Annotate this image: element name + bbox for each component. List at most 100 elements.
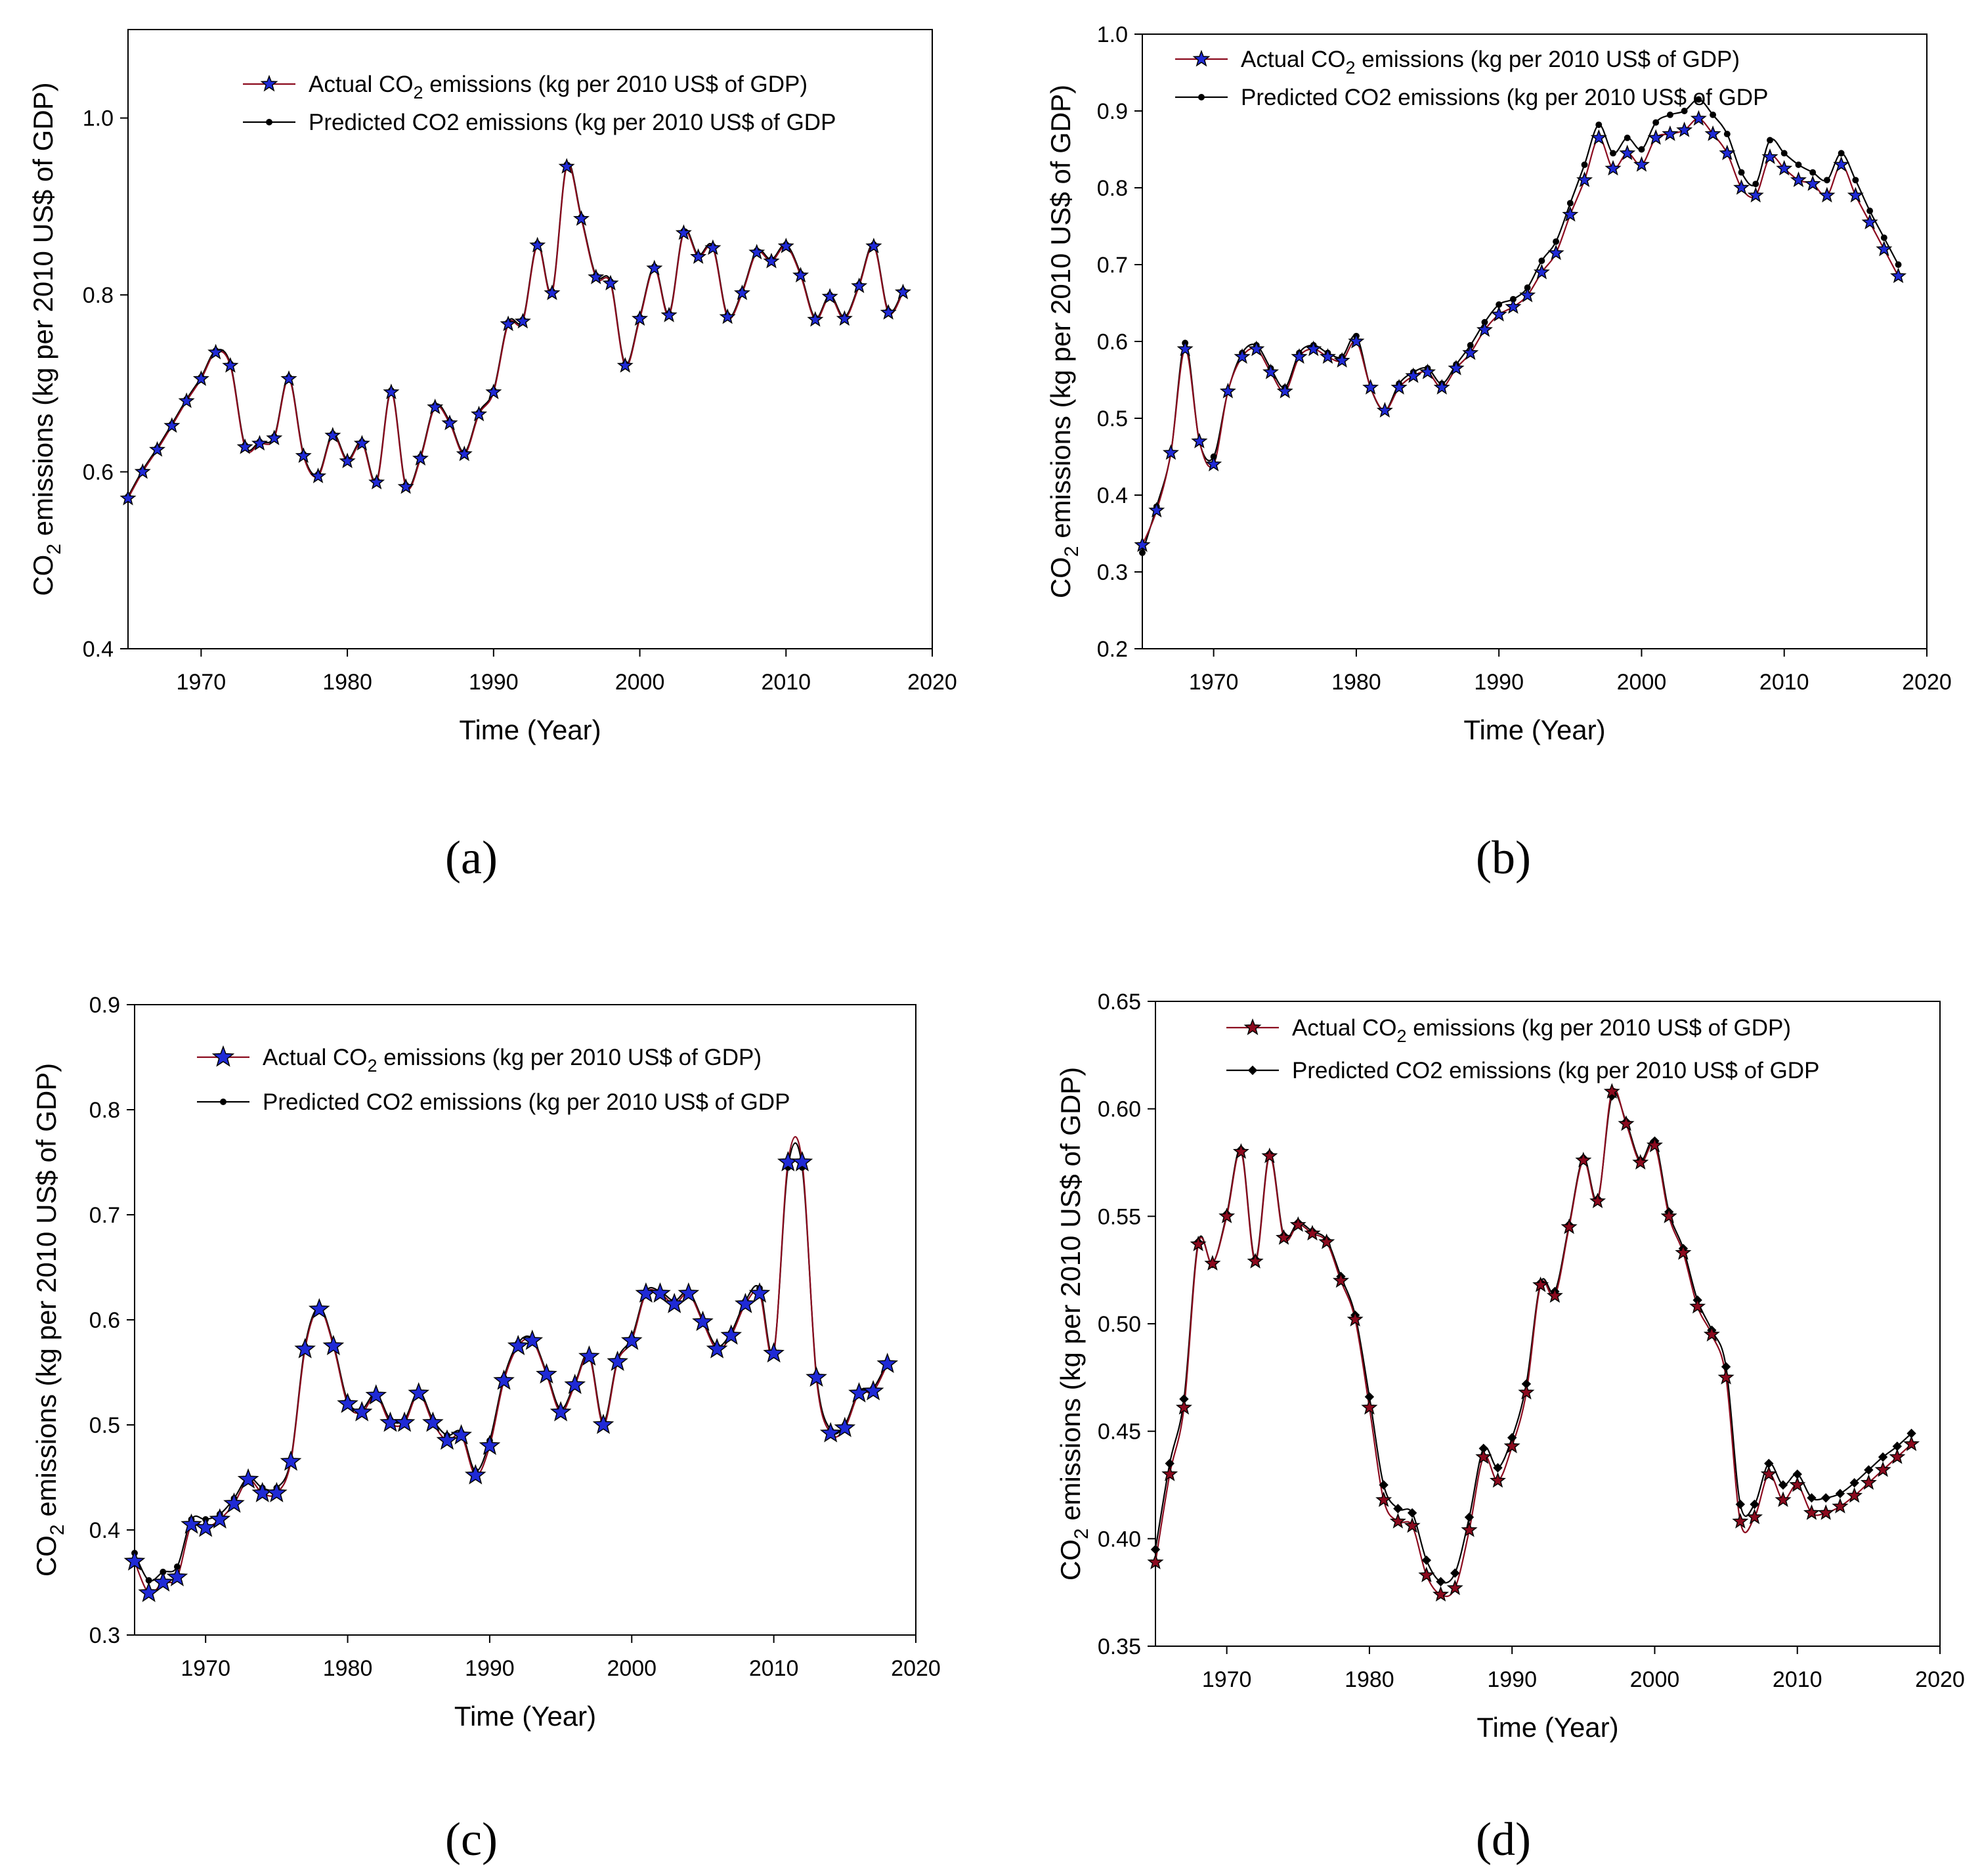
actual-point bbox=[1348, 332, 1365, 349]
actual-point bbox=[1262, 363, 1280, 380]
actual-point bbox=[1761, 148, 1778, 164]
actual-point bbox=[1760, 1465, 1777, 1481]
x-tick-label: 1980 bbox=[1331, 670, 1381, 695]
predicted-point bbox=[1807, 1493, 1817, 1503]
actual-point bbox=[1518, 1384, 1535, 1400]
actual-point bbox=[819, 1422, 842, 1443]
predicted-point bbox=[1179, 1394, 1189, 1404]
actual-point bbox=[280, 1450, 302, 1471]
actual-point bbox=[616, 357, 634, 373]
actual-point bbox=[706, 1338, 728, 1359]
actual-point bbox=[1889, 1448, 1906, 1464]
legend-label: Predicted CO2 emissions (kg per 2010 US$… bbox=[309, 110, 836, 135]
actual-point bbox=[1219, 382, 1236, 399]
actual-point bbox=[408, 1382, 430, 1403]
actual-point bbox=[1204, 1255, 1221, 1271]
actual-point bbox=[1418, 1566, 1435, 1582]
predicted-series-line bbox=[134, 1142, 888, 1582]
x-tick-label: 1980 bbox=[323, 1656, 373, 1681]
actual-point bbox=[692, 1311, 714, 1332]
actual-point bbox=[493, 1369, 515, 1390]
actual-point bbox=[1390, 379, 1408, 395]
actual-point bbox=[1533, 263, 1550, 280]
legend-label: Actual CO2 emissions (kg per 2010 US$ of… bbox=[309, 72, 808, 102]
actual-point bbox=[1633, 156, 1650, 172]
x-tick-label: 1990 bbox=[1474, 670, 1524, 695]
actual-point bbox=[807, 311, 824, 327]
x-tick-label: 2000 bbox=[607, 1656, 657, 1681]
actual-point bbox=[1662, 125, 1679, 141]
actual-point bbox=[266, 429, 283, 446]
actual-point bbox=[1804, 175, 1821, 191]
actual-point bbox=[1832, 1498, 1849, 1514]
actual-point bbox=[1248, 340, 1265, 357]
actual-point bbox=[1704, 125, 1721, 141]
actual-point bbox=[880, 303, 897, 320]
x-tick-label: 2000 bbox=[1617, 670, 1667, 695]
legend-marker bbox=[1198, 94, 1205, 100]
actual-point bbox=[1776, 160, 1793, 176]
legend-marker bbox=[266, 119, 272, 125]
actual-point bbox=[1176, 340, 1194, 357]
actual-point bbox=[194, 1516, 217, 1537]
actual-point bbox=[602, 274, 619, 291]
actual-point bbox=[1676, 121, 1693, 137]
actual-point bbox=[464, 1464, 486, 1485]
actual-point bbox=[792, 267, 809, 283]
actual-point bbox=[720, 1324, 743, 1345]
actual-point bbox=[441, 414, 458, 431]
actual-point bbox=[1817, 1504, 1834, 1520]
predicted-point bbox=[1436, 1577, 1446, 1586]
actual-point bbox=[324, 427, 341, 443]
actual-point bbox=[1405, 367, 1422, 383]
actual-point bbox=[178, 392, 195, 408]
actual-point bbox=[1161, 1465, 1178, 1481]
actual-point bbox=[876, 1353, 899, 1374]
actual-point bbox=[1689, 1298, 1706, 1314]
y-tick-label: 0.9 bbox=[1097, 99, 1128, 124]
actual-point bbox=[748, 244, 765, 260]
legend-marker bbox=[1247, 1065, 1258, 1076]
chart-c: 1970 1980 1990 2000 2010 2020 0.3 0.4 0.5 0.6 0.7 0… bbox=[31, 993, 941, 1865]
actual-point bbox=[1732, 1512, 1749, 1529]
actual-point bbox=[544, 284, 561, 301]
predicted-point bbox=[1464, 1512, 1475, 1522]
actual-point bbox=[152, 1571, 174, 1592]
actual-point bbox=[1660, 1208, 1677, 1223]
actual-series-line bbox=[133, 1136, 888, 1595]
actual-point bbox=[1733, 179, 1750, 195]
y-tick-label: 0.50 bbox=[1098, 1312, 1141, 1337]
actual-point bbox=[894, 283, 911, 299]
y-tick-label: 0.7 bbox=[89, 1203, 120, 1228]
actual-point bbox=[1789, 1476, 1806, 1493]
y-tick-label: 0.4 bbox=[1097, 483, 1128, 508]
y-tick-label: 0.60 bbox=[1098, 1097, 1141, 1122]
actual-point bbox=[1261, 1147, 1278, 1164]
y-tick-label: 0.8 bbox=[83, 283, 114, 308]
legend-marker bbox=[1243, 1018, 1262, 1036]
actual-point bbox=[251, 435, 268, 451]
actual-point bbox=[294, 1338, 316, 1359]
actual-point bbox=[1433, 379, 1450, 395]
predicted-point bbox=[1610, 150, 1616, 157]
actual-point bbox=[479, 1434, 501, 1455]
x-tick-label: 1990 bbox=[469, 670, 519, 695]
actual-point bbox=[1247, 1252, 1264, 1269]
y-axis-title: CO2 emissions (kg per 2010 US$ of GDP) bbox=[1045, 85, 1083, 598]
predicted-point bbox=[1581, 161, 1588, 168]
actual-point bbox=[450, 1424, 472, 1445]
actual-series-line bbox=[1154, 1088, 1912, 1598]
actual-point bbox=[1448, 359, 1465, 376]
actual-point bbox=[222, 357, 239, 373]
actual-point bbox=[1333, 352, 1350, 368]
actual-point bbox=[536, 1363, 557, 1384]
actual-point bbox=[1605, 160, 1622, 176]
y-tick-label: 0.3 bbox=[89, 1623, 120, 1648]
x-tick-label: 2000 bbox=[615, 670, 665, 695]
actual-point bbox=[1489, 1472, 1506, 1488]
actual-point bbox=[821, 288, 838, 304]
actual-point bbox=[851, 277, 868, 294]
actual-point bbox=[791, 1150, 813, 1171]
actual-point bbox=[1632, 1154, 1649, 1170]
actual-point bbox=[1847, 186, 1864, 203]
